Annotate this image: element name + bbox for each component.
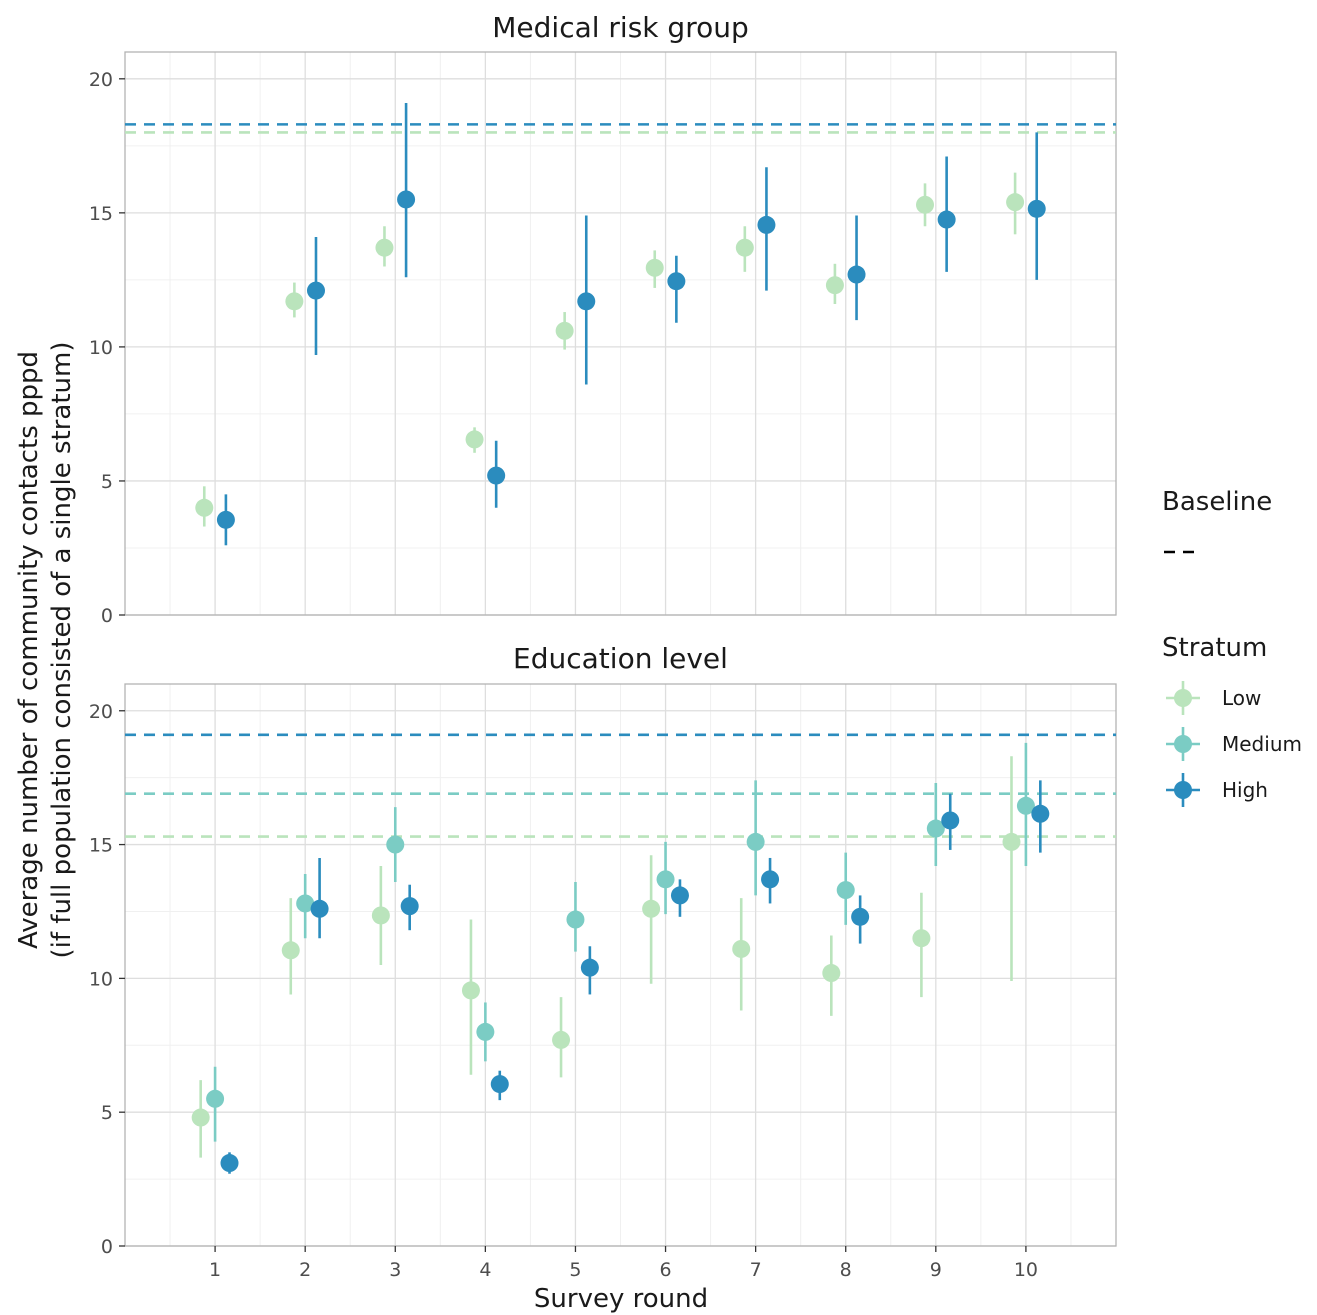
panel-border xyxy=(124,683,1117,1247)
legend-key-point xyxy=(1174,735,1192,753)
point-high xyxy=(757,215,776,234)
point-high xyxy=(487,466,506,485)
point-low xyxy=(912,929,931,948)
point-high xyxy=(847,265,866,284)
point-high xyxy=(937,210,956,229)
x-tick-label: 1 xyxy=(209,1259,221,1281)
point-low xyxy=(285,292,304,311)
point-high xyxy=(1027,199,1046,218)
point-high xyxy=(220,1154,239,1173)
point-low xyxy=(735,238,754,257)
panel-1: Medical risk group 0 5 10 15 20 xyxy=(89,11,1117,627)
x-tick-label: 10 xyxy=(1014,1259,1038,1281)
legend-label-high: High xyxy=(1222,778,1268,802)
x-tick-label: 7 xyxy=(750,1259,762,1281)
point-low xyxy=(375,238,394,257)
point-low xyxy=(191,1108,210,1127)
panel-border xyxy=(124,51,1117,616)
legend-label-medium: Medium xyxy=(1222,732,1302,756)
point-low xyxy=(642,899,661,918)
point-medium xyxy=(836,881,855,900)
point-low xyxy=(195,498,214,517)
x-tick-label: 3 xyxy=(389,1259,401,1281)
point-high xyxy=(761,870,780,889)
point-high xyxy=(400,897,419,916)
point-high xyxy=(306,281,325,300)
point-medium xyxy=(1016,796,1035,815)
point-high xyxy=(667,272,686,291)
point-low xyxy=(281,941,300,960)
point-high xyxy=(577,292,596,311)
point-high xyxy=(851,907,870,926)
point-medium xyxy=(566,910,585,929)
y-tick-label: 15 xyxy=(89,203,113,225)
y-tick-label: 5 xyxy=(101,1102,113,1124)
point-medium xyxy=(476,1022,495,1041)
point-low xyxy=(825,276,844,295)
panel-title: Medical risk group xyxy=(492,11,748,44)
x-tick-label: 2 xyxy=(299,1259,311,1281)
point-medium xyxy=(746,832,765,851)
y-tick-label: 5 xyxy=(101,471,113,493)
point-high xyxy=(941,811,960,830)
legend: Baseline Stratum Low Medium High xyxy=(1162,487,1302,807)
point-high xyxy=(670,886,689,905)
x-tick-label: 8 xyxy=(840,1259,852,1281)
y-axis-title-line1: Average number of community contacts ppp… xyxy=(14,351,44,949)
y-tick-label: 10 xyxy=(89,968,113,990)
point-medium xyxy=(206,1089,225,1108)
point-medium xyxy=(926,819,945,838)
legend-label-low: Low xyxy=(1222,686,1261,710)
panel-2: Education level 0 5 10 15 20 1 2 3 4 5 6 7 8 9 10 xyxy=(89,642,1117,1281)
x-tick-label: 4 xyxy=(479,1259,491,1281)
point-low xyxy=(555,321,574,340)
y-tick-label: 10 xyxy=(89,337,113,359)
point-low xyxy=(732,939,751,958)
point-high xyxy=(580,958,599,977)
point-high xyxy=(397,190,416,209)
x-axis-title: Survey round xyxy=(534,1284,708,1314)
point-low xyxy=(645,258,664,277)
panel-title: Education level xyxy=(513,642,728,675)
point-high xyxy=(1031,804,1050,823)
point-medium xyxy=(296,894,315,913)
point-low xyxy=(461,981,480,1000)
point-low xyxy=(1006,193,1025,212)
y-axis-title-line2: (if full population consisted of a singl… xyxy=(47,342,77,959)
point-high xyxy=(490,1075,509,1094)
point-medium xyxy=(386,835,405,854)
point-high xyxy=(216,510,235,529)
x-tick-label: 6 xyxy=(659,1259,671,1281)
point-low xyxy=(1002,832,1021,851)
y-tick-label: 20 xyxy=(89,701,113,723)
y-tick-label: 0 xyxy=(101,1236,113,1258)
y-tick-label: 0 xyxy=(101,605,113,627)
legend-baseline-title: Baseline xyxy=(1162,487,1272,517)
legend-stratum-title: Stratum xyxy=(1162,633,1267,663)
point-medium xyxy=(656,870,675,889)
point-low xyxy=(822,964,841,983)
point-low xyxy=(465,430,484,449)
x-tick-label: 9 xyxy=(930,1259,942,1281)
point-low xyxy=(552,1030,571,1049)
legend-key-point xyxy=(1174,781,1192,799)
y-tick-label: 15 xyxy=(89,835,113,857)
point-low xyxy=(916,195,935,214)
legend-key-point xyxy=(1174,689,1192,707)
point-low xyxy=(371,906,390,925)
x-tick-label: 5 xyxy=(569,1259,581,1281)
point-high xyxy=(310,899,329,918)
y-tick-label: 20 xyxy=(89,69,113,91)
